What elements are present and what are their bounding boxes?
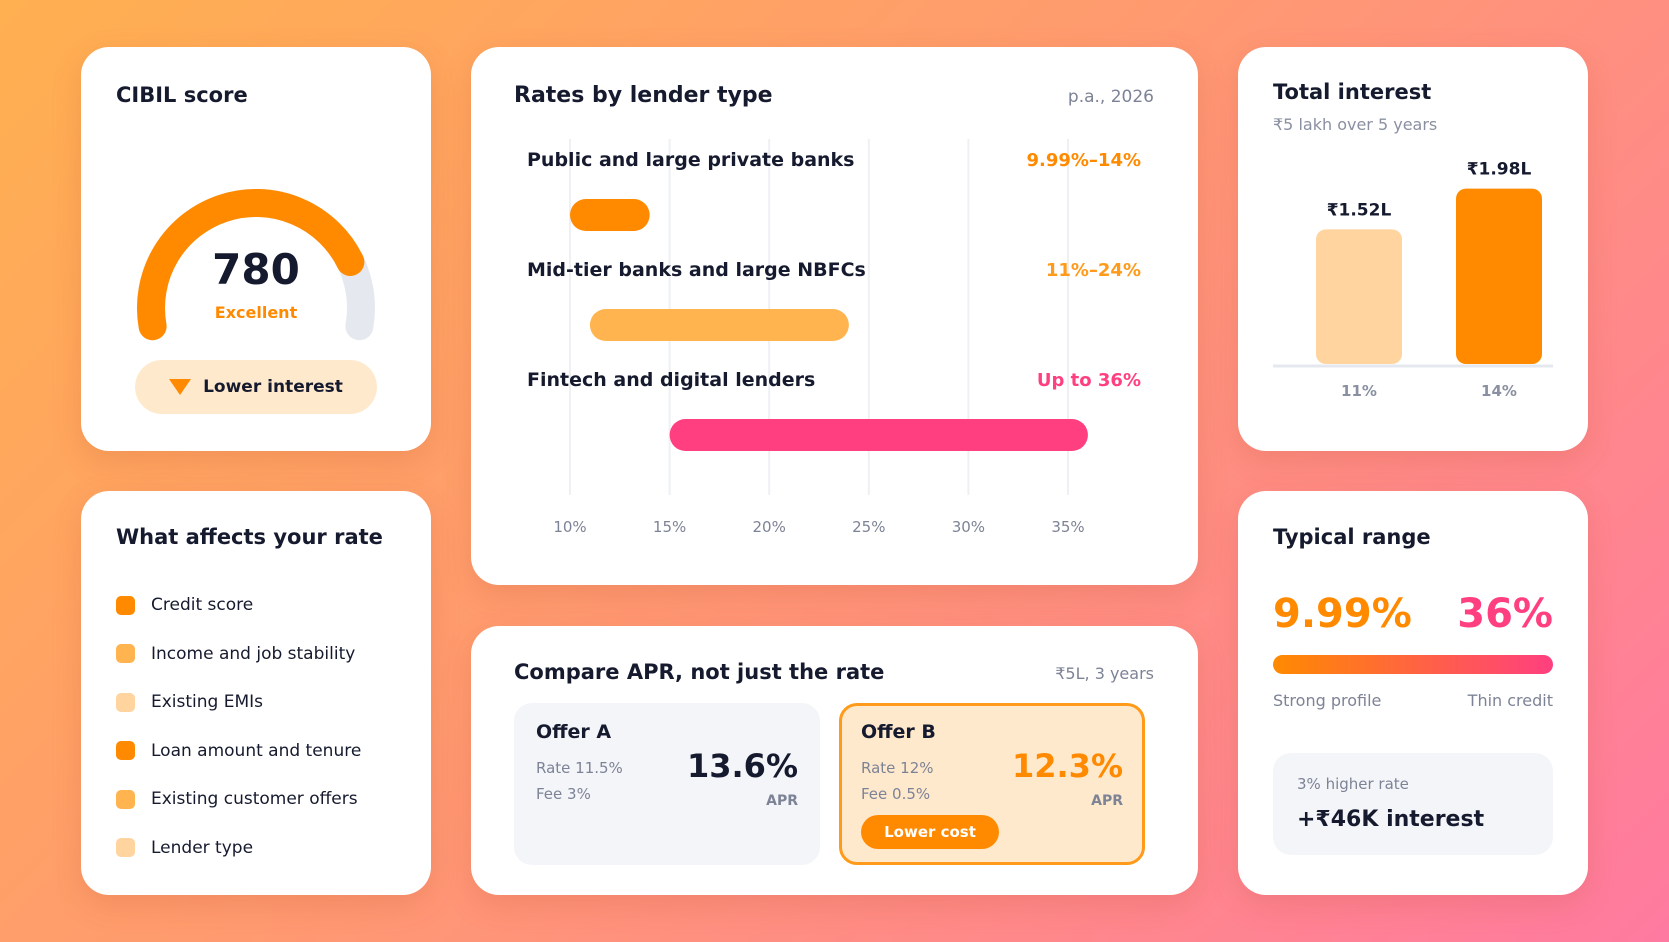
cibil-title: CIBIL score [116,83,248,107]
total-subtitle: ₹5 lakh over 5 years [1273,115,1438,134]
factor-swatch [116,789,135,809]
rate-range-label: 11%–24% [1046,260,1141,281]
cibil-score-card: CIBIL score 780 Excellent Lower interest [81,47,431,451]
offer-a-card[interactable]: Offer A Rate 11.5% Fee 3% 13.6% APR [514,703,820,865]
factor-swatch [116,692,135,712]
factor-swatch [116,644,135,664]
range-title: Typical range [1273,525,1431,549]
rate-factors-card: What affects your rate Credit score Inco… [81,491,431,895]
apr-title: Compare APR, not just the rate [514,660,885,684]
range-note-line1: 3% higher rate [1297,775,1409,793]
offer-apr-label: APR [766,793,798,809]
interest-bar [1456,188,1542,364]
offer-fee: Fee 3% [536,785,591,803]
rate-range-label: 9.99%–14% [1026,150,1141,171]
total-title: Total interest [1273,80,1432,104]
offer-name: Offer A [536,721,612,743]
score-value: 780 [212,245,300,294]
factor-item: Lender type [116,824,361,873]
offer-rate: Rate 11.5% [536,759,623,777]
offer-rate: Rate 12% [861,759,934,777]
rates-by-lender-card: 10% 15% 20% 25% 30% 35% Public and large priva… [471,47,1198,585]
range-high-value: 36% [1457,591,1553,637]
range-note-box: 3% higher rate +₹46K interest [1273,753,1553,855]
range-gradient-bar [1273,655,1553,674]
bar-value-label: ₹1.52L [1327,200,1392,220]
x-tick-label: 10% [553,518,586,536]
factor-item: Loan amount and tenure [116,727,361,776]
triangle-down-icon [169,379,192,395]
apr-compare-card: Compare APR, not just the rate ₹5L, 3 ye… [471,626,1198,895]
rate-range-bar [570,199,650,231]
factor-item: Income and job stability [116,630,361,679]
factor-label: Existing customer offers [151,789,358,810]
factors-title: What affects your rate [116,525,383,549]
offer-b-card[interactable]: Offer B Rate 12% Fee 0.5% 12.3% APR Lowe… [839,703,1145,865]
gauge-fill [137,189,365,341]
offer-apr-label: APR [1091,793,1123,809]
lender-category-label: Mid-tier banks and large NBFCs [527,259,866,281]
factor-label: Loan amount and tenure [151,740,362,761]
x-category-label: 11% [1341,382,1377,400]
factor-label: Lender type [151,837,254,858]
lower-interest-badge: Lower interest [135,360,377,414]
range-high-label: Thin credit [1467,691,1553,710]
factor-item: Existing EMIs [116,678,361,727]
offer-apr-value: 13.6% [686,747,798,785]
lender-category-label: Public and large private banks [527,149,855,171]
rates-title: Rates by lender type [514,83,773,108]
x-tick-label: 15% [653,518,686,536]
apr-subtitle: ₹5L, 3 years [1055,664,1154,683]
factor-list: Credit score Income and job stability Ex… [116,581,361,872]
lower-cost-badge: Lower cost [861,815,999,849]
x-category-label: 14% [1481,382,1517,400]
factor-swatch [116,595,135,615]
offer-apr-value: 12.3% [1011,747,1123,785]
rate-range-bar [589,309,849,341]
typical-range-card: Typical range 9.99% 36% Strong profile T… [1238,491,1588,895]
offer-fee: Fee 0.5% [861,785,931,803]
interest-bar [1316,229,1402,364]
x-tick-label: 35% [1051,518,1084,536]
factor-label: Credit score [151,595,254,616]
score-gauge [137,189,375,341]
rates-subtitle: p.a., 2026 [1067,87,1154,107]
factor-label: Existing EMIs [151,692,264,713]
total-interest-card: ₹1.52L 11% ₹1.98L 14% Total interest ₹5 lak… [1238,47,1588,451]
rate-range-label: Up to 36% [1037,370,1141,391]
x-tick-label: 25% [852,518,885,536]
score-rating: Excellent [214,303,298,322]
rates-chart: 10% 15% 20% 25% 30% 35% Public and large priva… [527,139,1141,536]
offer-name: Offer B [861,721,936,743]
factor-item: Credit score [116,581,361,630]
range-low-value: 9.99% [1273,591,1412,637]
factor-label: Income and job stability [151,643,356,664]
bar-value-label: ₹1.98L [1467,160,1532,180]
range-low-label: Strong profile [1273,691,1382,710]
factor-item: Existing customer offers [116,775,361,824]
x-tick-label: 20% [753,518,786,536]
lender-category-label: Fintech and digital lenders [527,369,815,391]
x-tick-label: 30% [952,518,985,536]
total-interest-chart: ₹1.52L 11% ₹1.98L 14% [1273,160,1553,400]
factor-swatch [116,838,135,858]
factor-swatch [116,741,135,761]
range-note-line2: +₹46K interest [1297,807,1485,832]
lower-interest-label: Lower interest [203,377,343,397]
rate-range-bar [669,419,1088,451]
